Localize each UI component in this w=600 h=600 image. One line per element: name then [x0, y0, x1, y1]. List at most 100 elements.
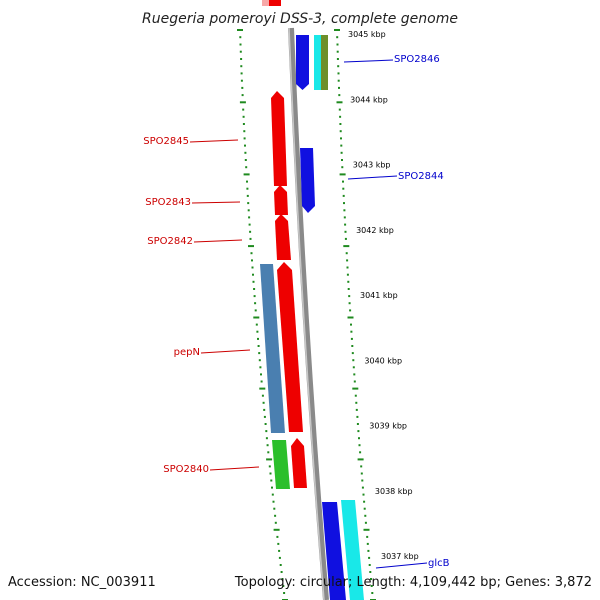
- minor-tick: [350, 337, 353, 340]
- major-tick: [339, 173, 346, 176]
- minor-tick: [271, 493, 274, 496]
- gene-label-SPO2843[interactable]: SPO2843: [145, 197, 241, 208]
- minor-tick: [348, 302, 351, 305]
- minor-tick: [350, 323, 352, 326]
- minor-tick: [339, 115, 342, 118]
- minor-tick: [352, 366, 355, 369]
- minor-tick: [267, 451, 270, 454]
- gene-SPO2845: [271, 91, 287, 186]
- minor-tick: [339, 130, 342, 133]
- gene-label-SPO2842[interactable]: SPO2842: [147, 236, 243, 247]
- minor-tick: [355, 408, 358, 411]
- minor-tick: [346, 259, 349, 262]
- minor-tick: [343, 216, 346, 219]
- gene-red-lower: [291, 438, 307, 488]
- major-tick: [253, 316, 260, 319]
- minor-tick: [251, 266, 254, 269]
- gene-label-text: SPO2840: [163, 464, 209, 475]
- scale-tick-label: 3044 kbp: [350, 95, 388, 104]
- gene-label-text: SPO2842: [147, 236, 193, 247]
- scale-tick-label: 3040 kbp: [364, 356, 402, 365]
- minor-tick: [245, 166, 248, 169]
- scale-tick-label: 3037 kbp: [381, 552, 419, 561]
- minor-tick: [346, 273, 349, 276]
- minor-tick: [361, 479, 364, 482]
- minor-tick: [278, 549, 281, 552]
- minor-tick: [281, 578, 284, 580]
- minor-tick: [265, 430, 268, 433]
- major-tick: [237, 29, 243, 31]
- major-tick: [239, 101, 246, 104]
- major-tick: [347, 316, 354, 319]
- minor-tick: [355, 401, 358, 404]
- minor-tick: [257, 337, 259, 340]
- minor-tick: [361, 486, 364, 489]
- minor-tick: [240, 58, 243, 60]
- minor-tick: [256, 330, 259, 333]
- gene-pepN: [260, 264, 285, 433]
- minor-tick: [244, 144, 246, 147]
- major-tick: [343, 245, 350, 248]
- minor-tick: [360, 465, 363, 468]
- minor-tick: [244, 159, 247, 161]
- minor-tick: [370, 578, 372, 580]
- minor-tick: [240, 79, 243, 82]
- minor-tick: [342, 187, 345, 190]
- minor-tick: [242, 108, 245, 111]
- gene-label-SPO2840[interactable]: SPO2840: [163, 464, 260, 475]
- minor-tick: [280, 571, 283, 573]
- scale-tick-label: 3039 kbp: [369, 422, 407, 431]
- minor-tick: [252, 273, 254, 276]
- gene-label-pepN[interactable]: pepN: [174, 347, 251, 358]
- topology-text: Topology: circular; Length: 4,109,442 bp…: [234, 575, 592, 590]
- minor-tick: [357, 430, 360, 433]
- minor-tick: [249, 230, 252, 233]
- minor-tick: [264, 423, 267, 425]
- minor-tick: [273, 507, 276, 510]
- gene-label-text: pepN: [174, 347, 200, 358]
- minor-tick: [242, 115, 245, 118]
- minor-tick: [263, 415, 266, 418]
- faded-gene-top-left: [262, 0, 269, 6]
- minor-tick: [344, 237, 347, 240]
- minor-tick: [266, 444, 269, 447]
- accession-text: Accession: NC_003911: [8, 575, 156, 590]
- gene-olive-top: [321, 35, 328, 90]
- minor-tick: [249, 237, 252, 240]
- minor-tick: [336, 36, 339, 39]
- minor-tick: [349, 309, 352, 312]
- minor-tick: [346, 266, 349, 269]
- minor-tick: [258, 352, 261, 355]
- minor-tick: [366, 535, 369, 538]
- leader-line: [189, 139, 239, 143]
- minor-tick: [276, 535, 279, 538]
- gene-label-SPO2844[interactable]: SPO2844: [347, 171, 444, 182]
- minor-tick: [343, 202, 345, 205]
- minor-tick: [253, 288, 256, 290]
- minor-tick: [277, 542, 280, 545]
- minor-tick: [270, 479, 273, 482]
- gene-blue-top: [296, 35, 309, 90]
- faded-gene-top: [269, 0, 281, 6]
- minor-tick: [248, 223, 251, 226]
- minor-tick: [368, 556, 371, 559]
- minor-tick: [360, 472, 363, 475]
- minor-tick: [241, 94, 244, 97]
- minor-tick: [341, 166, 344, 169]
- leader-line: [200, 349, 251, 354]
- minor-tick: [343, 209, 346, 212]
- minor-tick: [239, 50, 242, 53]
- gene-label-SPO2846[interactable]: SPO2846: [343, 54, 440, 65]
- minor-tick: [243, 137, 246, 140]
- gene-SPO2840: [272, 440, 290, 489]
- minor-tick: [255, 323, 258, 326]
- outer-tick-ring: [334, 29, 376, 600]
- scale-tick-label: 3041 kbp: [360, 291, 398, 300]
- minor-tick: [340, 151, 343, 154]
- scale-tick-label: 3038 kbp: [375, 487, 413, 496]
- minor-tick: [363, 500, 366, 503]
- gene-label-glcB[interactable]: glcB: [375, 558, 450, 569]
- minor-tick: [354, 394, 357, 397]
- gene-label-SPO2845[interactable]: SPO2845: [143, 136, 239, 147]
- tick-label-group: 3045 kbp 3044 kbp 3043 kbp 3042 kbp 3041 kbp…: [348, 30, 419, 561]
